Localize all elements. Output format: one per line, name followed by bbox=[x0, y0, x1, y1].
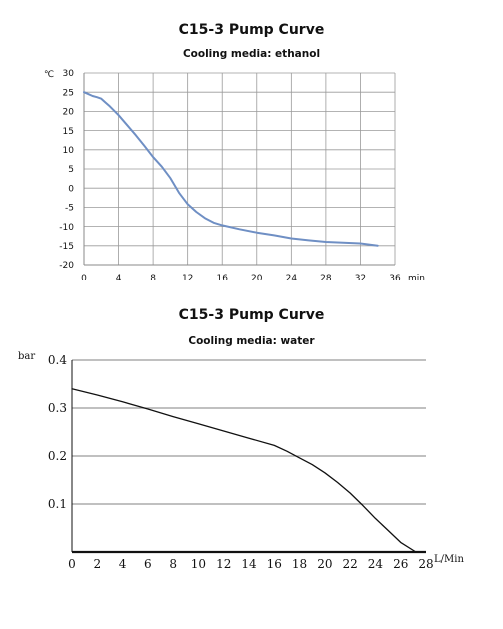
chart1-y-tick-label: -10 bbox=[59, 223, 74, 233]
chart1-x-tick-label: 36 bbox=[389, 274, 401, 280]
chart1-y-tick-label: -5 bbox=[65, 204, 74, 214]
chart2-x-tick-label: 12 bbox=[216, 557, 231, 571]
chart2-y-tick-label: 0.1 bbox=[48, 497, 67, 511]
chart1-x-tick-label: 12 bbox=[182, 274, 193, 280]
chart1-x-tick-label: 28 bbox=[320, 274, 332, 280]
chart1-y-tick-label: 25 bbox=[63, 88, 74, 98]
chart2-x-tick-label: 8 bbox=[169, 557, 177, 571]
chart1-x-tick-label: 4 bbox=[116, 274, 122, 280]
chart1-x-tick-label: 24 bbox=[286, 274, 298, 280]
chart2-x-tick-label: 22 bbox=[343, 557, 358, 571]
chart2-series-line-0 bbox=[71, 388, 417, 553]
chart2-x-tick-label: 18 bbox=[292, 557, 307, 571]
chart1-x-tick-label: 0 bbox=[81, 274, 87, 280]
chart2-x-tick-label: 10 bbox=[191, 557, 206, 571]
chart2-x-tick-label: 14 bbox=[241, 557, 257, 571]
chart1-y-tick-label: -20 bbox=[59, 261, 74, 271]
chart2-water-plot: 0.40.30.20.10 2 4 6 8 10 12 14 16 18 20 22 24 26 28bar… bbox=[18, 351, 464, 571]
chart2-title: C15-3 Pump Curve bbox=[178, 307, 325, 323]
chart2-x-axis-label: L/Min bbox=[434, 554, 464, 565]
chart1-x-tick-label: 8 bbox=[150, 274, 156, 280]
chart1-x-axis-label: min bbox=[408, 274, 425, 280]
chart2-y-axis-label: bar bbox=[18, 351, 35, 362]
chart2-x-tick-label: 0 bbox=[68, 557, 76, 571]
chart1-y-tick-label: 20 bbox=[63, 108, 75, 118]
chart2-y-tick-label: 0.3 bbox=[48, 401, 67, 415]
chart2-y-tick-label: 0.2 bbox=[48, 449, 67, 463]
chart2-y-tick-label: 0.4 bbox=[48, 353, 67, 367]
chart1-y-tick-label: -15 bbox=[59, 242, 74, 252]
chart1-y-tick-label: 10 bbox=[63, 146, 75, 156]
chart1-ethanol-plot: 30 25 20 15 10 5 0 -5 -10 -15 -20 0 4 8 12 16 20 24 28 32 36… bbox=[44, 69, 425, 280]
chart1-y-tick-label: 30 bbox=[63, 69, 75, 79]
chart1-y-tick-label: 15 bbox=[63, 127, 74, 137]
chart1-y-axis-label: ℃ bbox=[44, 70, 54, 80]
chart1-series-line-0 bbox=[83, 91, 379, 247]
chart2-x-tick-label: 16 bbox=[267, 557, 282, 571]
chart1-y-tick-label: 5 bbox=[68, 165, 74, 175]
chart1-x-tick-label: 20 bbox=[251, 274, 263, 280]
chart2-x-tick-label: 6 bbox=[144, 557, 152, 571]
chart2-x-tick-label: 28 bbox=[418, 557, 433, 571]
chart2-x-tick-label: 2 bbox=[93, 557, 101, 571]
chart2-x-tick-label: 4 bbox=[119, 557, 127, 571]
chart1-x-tick-label: 16 bbox=[216, 274, 228, 280]
chart2-x-tick-label: 24 bbox=[368, 557, 384, 571]
chart1-title: C15-3 Pump Curve bbox=[178, 22, 325, 38]
chart1-y-tick-label: 0 bbox=[68, 184, 74, 194]
chart1-x-tick-label: 32 bbox=[355, 274, 366, 280]
chart2-x-tick-label: 20 bbox=[317, 557, 332, 571]
chart2-x-tick-label: 26 bbox=[393, 557, 408, 571]
chart2-subtitle: Cooling media: water bbox=[188, 335, 315, 347]
chart1-subtitle: Cooling media: ethanol bbox=[182, 48, 321, 60]
